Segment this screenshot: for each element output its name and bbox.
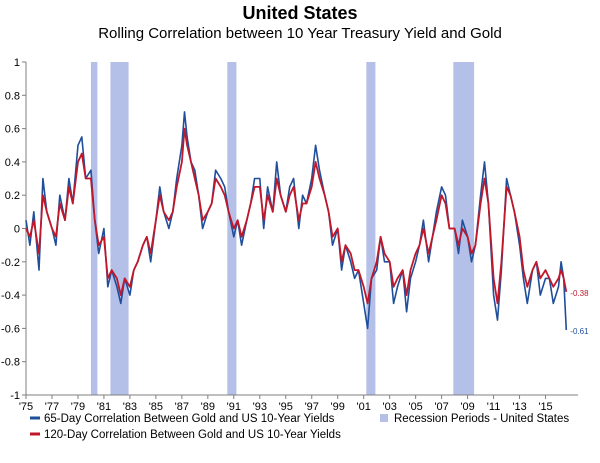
x-tick-label: '05 xyxy=(408,401,422,413)
y-tick-label: -0.2 xyxy=(1,257,20,269)
y-tick-label: 1 xyxy=(14,57,20,69)
x-tick-label: '93 xyxy=(253,401,267,413)
y-tick-label: 0.4 xyxy=(5,157,20,169)
x-tick-label: '15 xyxy=(538,401,552,413)
series-line-1 xyxy=(25,127,568,305)
x-tick-label: '75 xyxy=(19,401,33,413)
y-tick-label: -0.6 xyxy=(1,323,20,335)
x-tick-label: '13 xyxy=(512,401,526,413)
x-tick-label: '01 xyxy=(357,401,371,413)
x-tick-label: '07 xyxy=(434,401,448,413)
x-tick-label: '09 xyxy=(460,401,474,413)
y-tick-label: -0.4 xyxy=(1,290,20,302)
legend-swatch-1 xyxy=(380,414,388,422)
chart-title: United States xyxy=(242,3,358,23)
y-tick-label: 0.6 xyxy=(5,124,20,136)
recession-band-0 xyxy=(90,62,98,395)
legend-label: 120-Day Correlation Between Gold and US … xyxy=(44,429,341,441)
x-tick-label: '97 xyxy=(305,401,319,413)
y-tick-label: 0.2 xyxy=(5,190,20,202)
x-tick-label: '11 xyxy=(487,401,501,413)
end-value-label: -0.61 xyxy=(570,327,589,336)
legend-label: 65-Day Correlation Between Gold and US 1… xyxy=(44,413,335,425)
legend-label: Recession Periods - United States xyxy=(394,413,569,425)
y-tick-label: 0 xyxy=(14,224,20,236)
x-tick-label: '77 xyxy=(45,401,59,413)
recession-band-3 xyxy=(366,62,376,395)
y-tick-label: -0.8 xyxy=(1,357,20,369)
x-tick-label: '91 xyxy=(227,401,241,413)
x-tick-label: '95 xyxy=(279,401,293,413)
chart-subtitle: Rolling Correlation between 10 Year Trea… xyxy=(98,25,502,42)
x-tick-label: '03 xyxy=(382,401,396,413)
x-tick-label: '85 xyxy=(149,401,163,413)
y-tick-label: 0.8 xyxy=(5,90,20,102)
end-value-label: -0.38 xyxy=(570,289,589,298)
x-tick-label: '89 xyxy=(201,401,215,413)
recession-band-4 xyxy=(453,62,475,395)
x-tick-label: '99 xyxy=(331,401,345,413)
x-tick-label: '79 xyxy=(71,401,85,413)
x-tick-label: '81 xyxy=(97,401,111,413)
x-tick-label: '83 xyxy=(123,401,137,413)
y-tick-label: -1 xyxy=(10,390,20,402)
series-line-0 xyxy=(25,111,568,331)
x-tick-label: '87 xyxy=(175,401,189,413)
recession-band-1 xyxy=(110,62,129,395)
